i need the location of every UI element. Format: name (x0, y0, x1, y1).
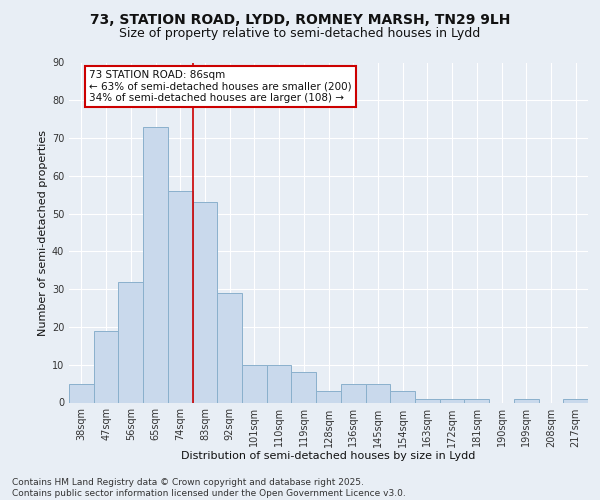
Bar (514, 398, 539, 402)
Bar (267, 364, 292, 403)
Bar (168, 191, 193, 402)
X-axis label: Distribution of semi-detached houses by size in Lydd: Distribution of semi-detached houses by … (181, 451, 476, 461)
Bar (292, 372, 316, 402)
Bar (69, 384, 94, 402)
Text: 73, STATION ROAD, LYDD, ROMNEY MARSH, TN29 9LH: 73, STATION ROAD, LYDD, ROMNEY MARSH, TN… (90, 12, 510, 26)
Bar (341, 384, 365, 402)
Y-axis label: Number of semi-detached properties: Number of semi-detached properties (38, 130, 47, 336)
Text: 73 STATION ROAD: 86sqm
← 63% of semi-detached houses are smaller (200)
34% of se: 73 STATION ROAD: 86sqm ← 63% of semi-det… (89, 70, 352, 103)
Bar (118, 282, 143, 403)
Bar (242, 364, 267, 403)
Bar (365, 384, 390, 402)
Text: Size of property relative to semi-detached houses in Lydd: Size of property relative to semi-detach… (119, 28, 481, 40)
Bar (217, 293, 242, 403)
Bar (143, 126, 168, 402)
Bar (415, 398, 440, 402)
Bar (440, 398, 464, 402)
Bar (193, 202, 217, 402)
Bar (390, 391, 415, 402)
Bar (464, 398, 489, 402)
Bar (94, 330, 118, 402)
Bar (316, 391, 341, 402)
Bar (563, 398, 588, 402)
Text: Contains HM Land Registry data © Crown copyright and database right 2025.
Contai: Contains HM Land Registry data © Crown c… (12, 478, 406, 498)
